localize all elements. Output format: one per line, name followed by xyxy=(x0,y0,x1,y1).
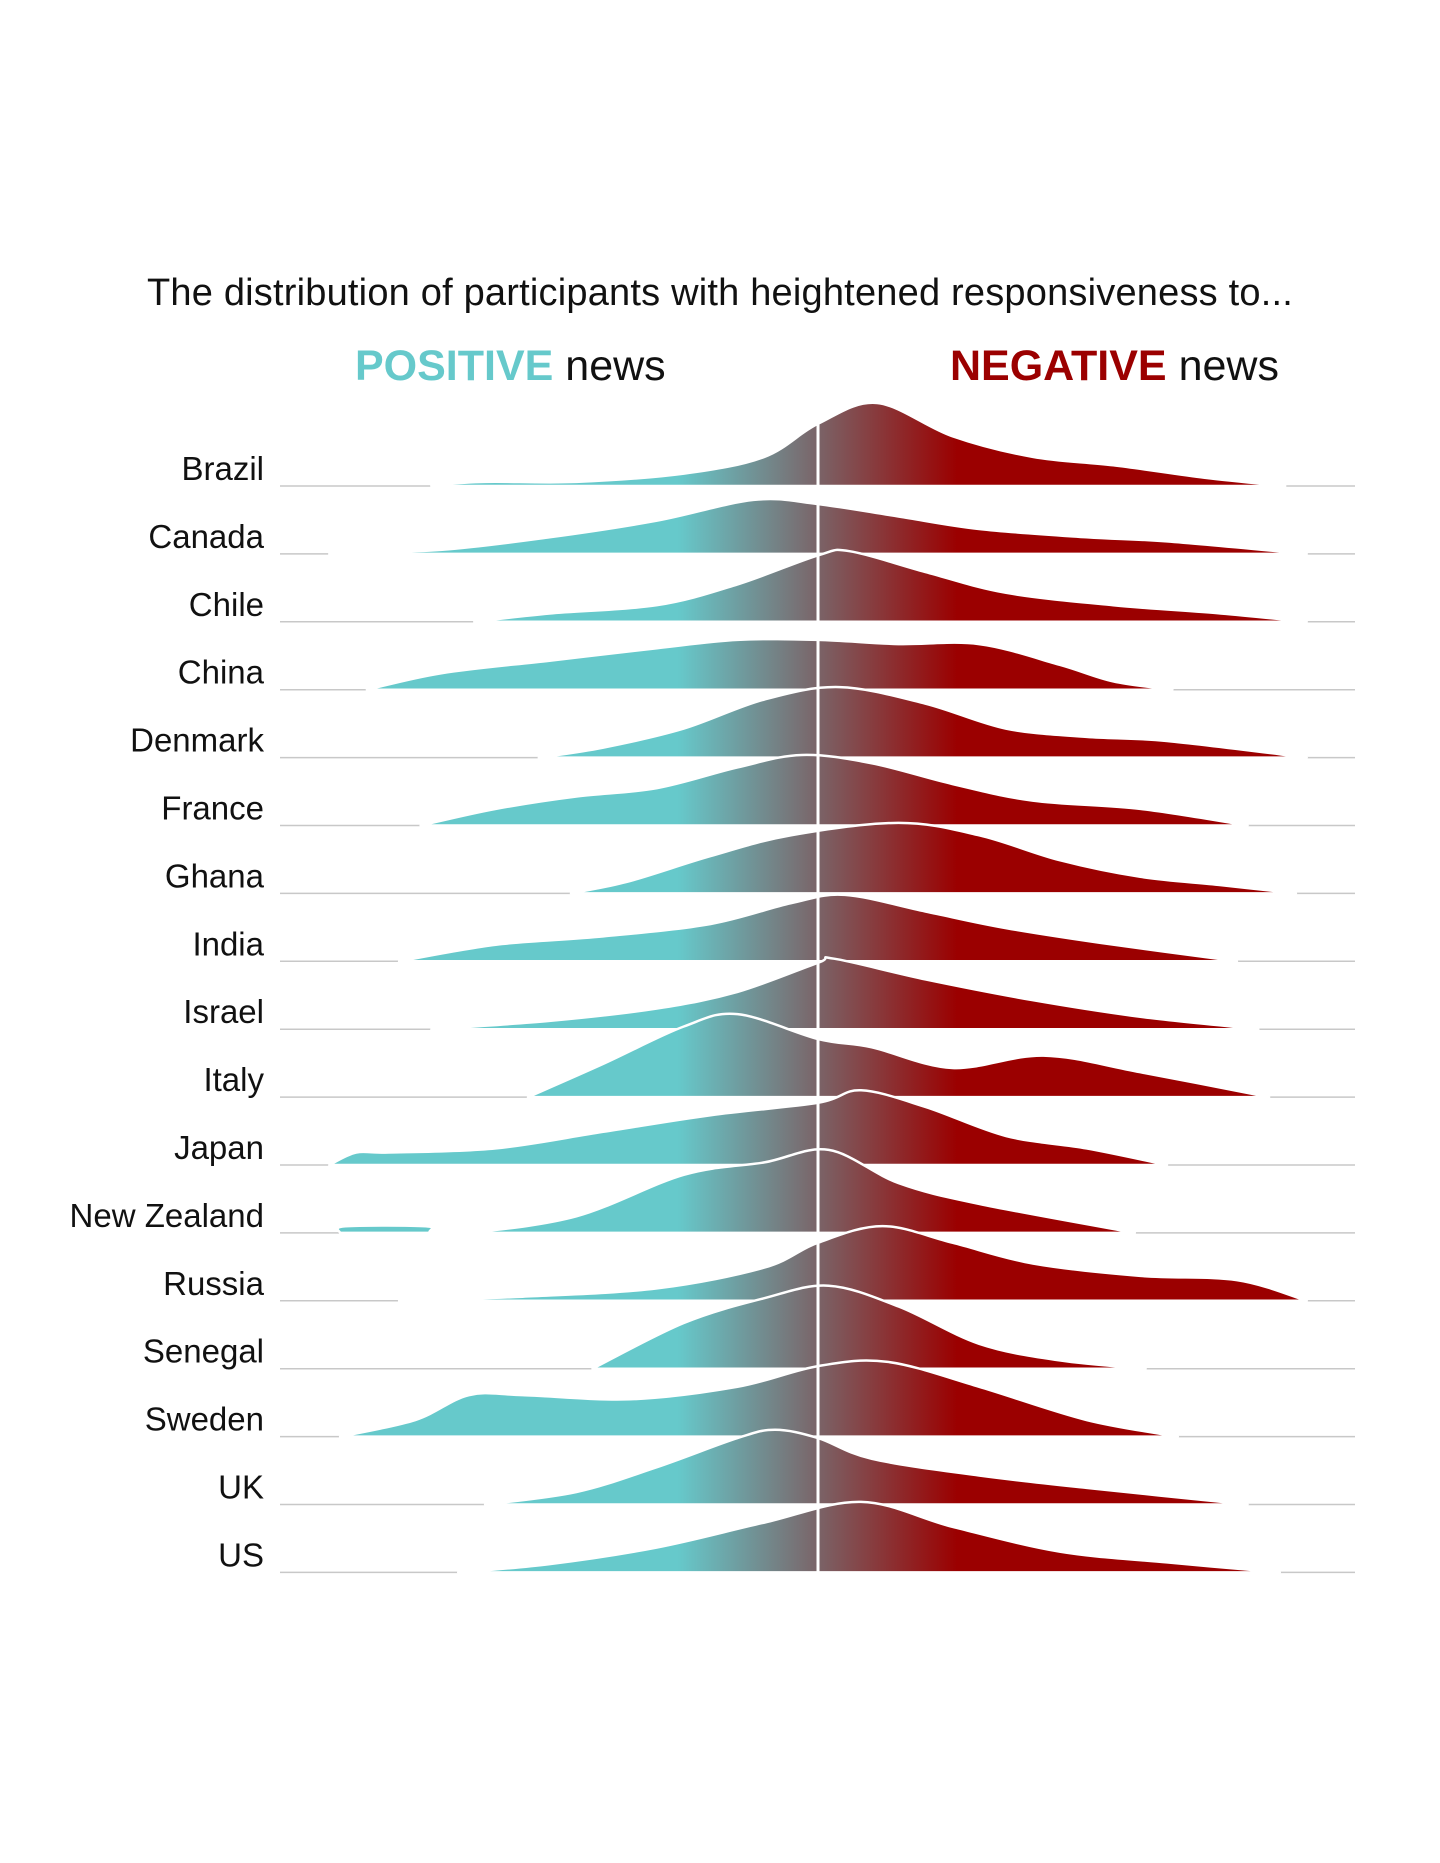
ridge-israel xyxy=(430,956,1260,1031)
ridge-ghana xyxy=(569,821,1298,895)
country-labels-group: Brazil Canada Chile China Denmark France Ghana… xyxy=(70,450,265,1573)
negative-news-label: NEGATIVE news xyxy=(950,342,1279,391)
ridge-russia xyxy=(397,1224,1308,1303)
ridge-denmark xyxy=(537,685,1308,759)
ridge-sweden xyxy=(338,1359,1180,1438)
ridge-france xyxy=(419,753,1249,827)
negative-keyword: NEGATIVE xyxy=(950,342,1167,390)
country-label-uk: UK xyxy=(218,1469,264,1506)
country-label-denmark: Denmark xyxy=(130,722,264,759)
ridge-new-zealand xyxy=(336,1148,1137,1236)
country-label-china: China xyxy=(178,654,265,691)
country-label-chile: Chile xyxy=(189,586,264,623)
country-label-sweden: Sweden xyxy=(145,1401,264,1438)
country-label-ghana: Ghana xyxy=(165,857,265,894)
country-label-russia: Russia xyxy=(163,1265,265,1302)
ridge-uk xyxy=(483,1428,1249,1506)
ridge-brazil xyxy=(430,401,1287,488)
ridge-us xyxy=(456,1500,1282,1574)
country-label-israel: Israel xyxy=(183,993,264,1030)
chart-title: The distribution of participants with he… xyxy=(146,272,1293,314)
positive-news-label: POSITIVE news xyxy=(355,342,666,391)
country-label-italy: Italy xyxy=(203,1061,264,1098)
country-label-france: France xyxy=(161,790,264,827)
negative-news-word: news xyxy=(1178,342,1279,390)
country-label-new-zealand: New Zealand xyxy=(70,1197,264,1234)
country-label-japan: Japan xyxy=(174,1129,264,1166)
ridges-group xyxy=(328,401,1308,1574)
country-label-us: US xyxy=(218,1536,264,1573)
country-label-india: India xyxy=(192,925,264,962)
ridge-chile xyxy=(473,548,1308,624)
country-label-canada: Canada xyxy=(148,518,264,555)
country-label-brazil: Brazil xyxy=(181,450,264,487)
ridge-italy xyxy=(526,1012,1271,1099)
ridge-japan xyxy=(328,1089,1169,1167)
positive-keyword: POSITIVE xyxy=(355,342,554,390)
country-label-senegal: Senegal xyxy=(143,1333,264,1370)
positive-news-word: news xyxy=(565,342,666,390)
ridge-senegal xyxy=(591,1284,1147,1370)
ridge-china xyxy=(365,637,1174,691)
